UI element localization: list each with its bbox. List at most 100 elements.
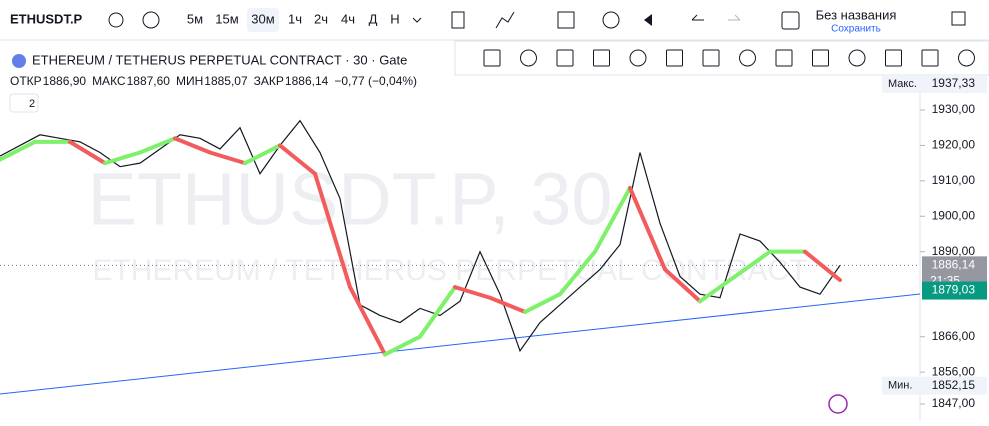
snapshot-icon[interactable] (951, 11, 966, 26)
max-label: 1937,33 (932, 76, 976, 90)
symbol-logo (12, 54, 26, 68)
price-label: 1856,00 (932, 364, 976, 378)
replay-icon[interactable] (644, 14, 652, 26)
max-name: Макс. (888, 78, 917, 90)
drawing-tool[interactable] (593, 49, 610, 67)
ma-segment (138, 136, 177, 155)
indicator-count[interactable]: 2 (29, 98, 35, 110)
ma-segment (208, 150, 247, 166)
drawing-tool[interactable] (629, 49, 647, 67)
price-label: 1866,00 (932, 329, 976, 343)
ma-segment (488, 295, 527, 314)
min-label: 1852,15 (932, 378, 976, 392)
legend-title: ETHEREUM / TETHERUS PERPETUAL CONTRACT ·… (32, 52, 407, 67)
level-label: 1879,03 (932, 283, 976, 297)
symbol[interactable]: ETHUSDT.P (10, 11, 83, 26)
level-box (922, 281, 987, 300)
interval[interactable]: 5м (187, 11, 203, 26)
interval[interactable]: 1ч (288, 11, 302, 26)
price-line (0, 119, 841, 353)
ma-segment (523, 292, 562, 314)
price-label: 1890,00 (932, 244, 976, 258)
indicator-toggle[interactable] (9, 93, 39, 113)
price-label: 1930,00 (932, 102, 976, 116)
ohlc-label: МИН (176, 74, 203, 88)
drawing-toolbar (454, 40, 989, 76)
ma-segment (663, 267, 702, 304)
interval-dropdown[interactable] (412, 17, 422, 23)
drawing-tool[interactable] (812, 49, 829, 67)
ohlc-value: 1886,90 (43, 74, 87, 88)
max-box (922, 75, 987, 94)
ma-segment (453, 285, 492, 300)
ma-segment (733, 249, 772, 279)
drawing-tool[interactable] (666, 49, 683, 67)
ma-segment (383, 334, 422, 357)
ohlc-label: ЗАКР (254, 74, 284, 88)
drawing-tool[interactable] (921, 49, 939, 67)
ma-segment (68, 139, 107, 166)
indicators-icon[interactable] (495, 11, 515, 29)
ma-segment (698, 274, 737, 304)
layout-name[interactable]: Без названия (816, 7, 897, 22)
ma-segment (0, 139, 37, 162)
ma-segment (593, 185, 632, 254)
ohlc-value: 1887,60 (127, 74, 171, 88)
ohlc-value: 1885,07 (204, 74, 248, 88)
drawing-tool[interactable] (775, 49, 793, 67)
drawing-tool[interactable] (885, 49, 902, 67)
drawing-tool[interactable] (483, 49, 501, 67)
drawing-tool[interactable] (520, 49, 537, 67)
price-label: 1900,00 (932, 208, 976, 222)
min-box (922, 376, 987, 395)
drawing-tool[interactable] (739, 49, 756, 67)
drawing-tool[interactable] (848, 49, 866, 67)
events-icon[interactable] (828, 394, 848, 414)
drawing-tool[interactable] (958, 49, 975, 67)
ohlc-change: −0,77 (−0,04%) (334, 74, 417, 88)
compare-icon[interactable] (142, 11, 160, 29)
interval[interactable]: Д (369, 11, 378, 26)
interval[interactable]: Н (390, 11, 399, 26)
flag-icon[interactable] (108, 12, 124, 28)
watermark-description: ETHEREUM / TETHERUS PERPETUAL CONTRACT (92, 254, 807, 287)
chart-type-icon[interactable] (451, 11, 465, 29)
price-label: 1847,00 (932, 396, 976, 410)
interval[interactable]: 30м (251, 11, 274, 26)
ohlc-label: МАКС (92, 74, 126, 88)
alert-icon[interactable] (602, 11, 620, 29)
layout-checkbox[interactable] (781, 11, 800, 30)
interval[interactable]: 2ч (314, 11, 328, 26)
watermark-symbol: ETHUSDT.P, 30 (87, 158, 612, 241)
ma-segment (243, 143, 282, 166)
save-label[interactable]: Сохранить (831, 24, 881, 35)
interval[interactable]: 4ч (341, 11, 355, 26)
min-name: Мин. (888, 380, 912, 392)
price-label: 1910,00 (932, 173, 976, 187)
last-price-label: 1886,14 (932, 258, 976, 272)
max-name-box (882, 75, 922, 94)
drawing-tool[interactable] (702, 49, 720, 67)
ma-segment (313, 171, 352, 290)
layout-icon[interactable] (557, 11, 575, 29)
undo-icon[interactable] (691, 14, 704, 21)
ohlc-label: ОТКР (10, 74, 42, 88)
active-interval-bg (247, 8, 279, 32)
top-toolbar (0, 0, 989, 40)
trend-line (0, 293, 921, 395)
ma-segment (803, 249, 842, 283)
price-label: 1920,00 (932, 138, 976, 152)
ma-segment (348, 285, 387, 357)
ma-segment (173, 136, 212, 155)
ma-segment (278, 143, 317, 176)
drawing-tool[interactable] (556, 49, 574, 67)
ma-segment (103, 150, 142, 166)
interval[interactable]: 15м (215, 11, 238, 26)
ma-segment (558, 249, 597, 297)
ohlc-value: 1886,14 (285, 74, 329, 88)
redo-icon[interactable] (728, 14, 741, 21)
ma-segment (418, 285, 457, 339)
min-name-box (882, 376, 922, 395)
ma-segment (628, 185, 667, 272)
